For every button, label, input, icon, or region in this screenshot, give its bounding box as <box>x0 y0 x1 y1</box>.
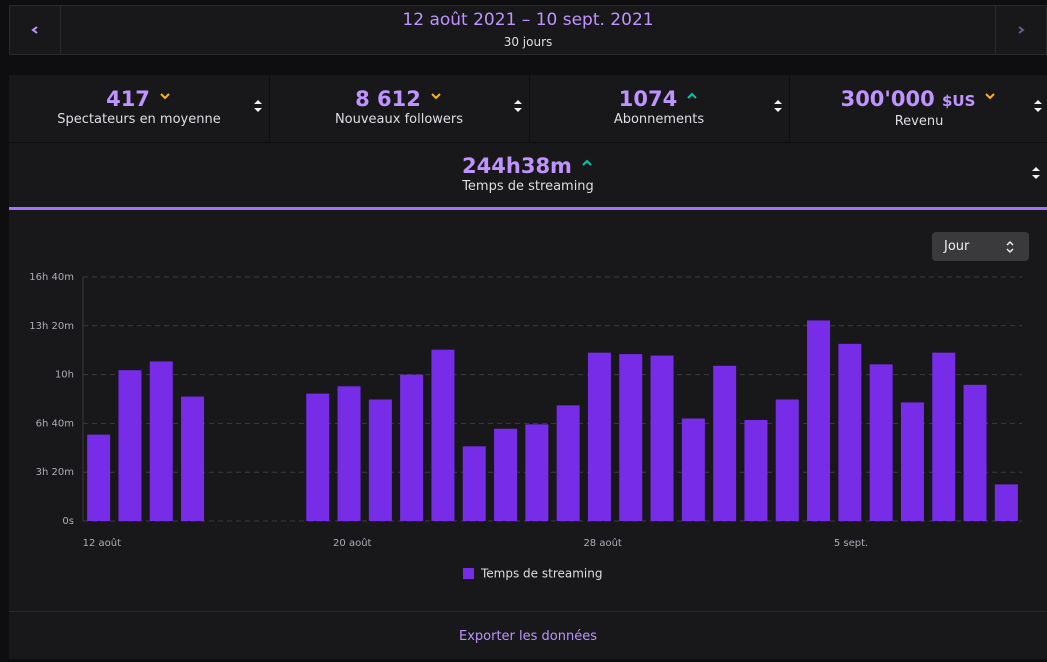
bar <box>587 352 611 521</box>
stat-number: 417 <box>106 87 150 111</box>
bar <box>932 352 956 521</box>
y-tick-label: 6h 40m <box>36 418 74 429</box>
bar <box>994 484 1018 521</box>
stat-label: Revenu <box>894 114 944 129</box>
y-tick-label: 3h 20m <box>36 467 74 478</box>
stat-number: 8 612 <box>355 87 421 111</box>
stat-label: Spectateurs en moyenne <box>57 112 221 127</box>
bar <box>869 364 893 521</box>
y-tick-label: 10h <box>55 370 74 381</box>
bar <box>963 384 987 521</box>
trend-arrow <box>431 93 441 100</box>
stat-value: 8 612 <box>269 86 529 112</box>
bar <box>556 405 580 521</box>
x-tick-label: 5 sept. <box>834 538 868 549</box>
bar <box>744 419 768 521</box>
trend-arrow <box>160 93 170 100</box>
y-tick-label: 13h 20m <box>29 321 74 332</box>
dropdown-label: Jour <box>944 239 970 254</box>
bar <box>431 349 455 521</box>
bar <box>650 355 674 521</box>
bar <box>713 365 737 521</box>
bar <box>900 402 924 521</box>
bar <box>462 446 486 521</box>
stat-number: 1074 <box>618 87 678 111</box>
arrow-shape <box>985 93 996 100</box>
sort-icon <box>254 100 262 112</box>
arrow-shape <box>160 93 170 100</box>
bar <box>525 424 549 521</box>
bar <box>181 396 205 521</box>
sort-icon <box>1032 167 1040 179</box>
stat-card[interactable]: 1074 Abonnements <box>529 75 790 143</box>
stat-card[interactable]: 8 612 Nouveaux followers <box>269 75 530 143</box>
sort-shape <box>774 100 782 112</box>
x-tick-label: 20 août <box>333 537 371 549</box>
y-tick-label: 0s <box>62 516 74 527</box>
stat-value: 244h38m <box>9 153 1047 179</box>
bar <box>149 361 173 521</box>
stat-number: 300'000 <box>840 87 935 111</box>
trend-arrow <box>582 159 592 166</box>
stat-value: 300'000 $US <box>789 86 1047 114</box>
stat-unit: $US <box>942 92 976 110</box>
stat-label: Temps de streaming <box>462 179 594 194</box>
bar <box>619 354 643 521</box>
bar <box>494 428 518 521</box>
sort-shape <box>1032 167 1040 179</box>
bar <box>87 434 111 521</box>
arrow-shape <box>582 159 592 166</box>
date-range: 12 août 2021 – 10 sept. 2021 <box>402 10 654 30</box>
arrow-shape <box>687 92 697 99</box>
bar <box>306 393 330 521</box>
date-subtitle: 30 jours <box>503 35 553 49</box>
sort-shape <box>1034 100 1042 112</box>
y-tick-label: 16h 40m <box>29 272 74 283</box>
bar <box>681 418 705 521</box>
trend-arrow <box>687 92 697 99</box>
sort-icon <box>1034 100 1042 112</box>
bar <box>400 374 424 521</box>
bar <box>368 399 392 521</box>
next-button[interactable] <box>995 6 1046 54</box>
bar <box>775 399 799 521</box>
stat-value: 1074 <box>529 86 789 112</box>
bar <box>838 343 862 521</box>
legend-label: Temps de streaming <box>480 567 602 581</box>
sort-icon <box>514 100 522 112</box>
export-link[interactable]: Exporter les données <box>9 611 1047 659</box>
stat-label: Abonnements <box>613 112 705 127</box>
x-tick-label: 28 août <box>583 537 621 549</box>
sort-shape <box>254 100 262 112</box>
stat-number: 244h38m <box>462 154 572 178</box>
bar <box>807 320 831 521</box>
prev-button[interactable] <box>10 6 61 54</box>
stat-value: 417 <box>9 86 269 112</box>
stat-card[interactable]: 300'000 $US Revenu <box>789 75 1047 143</box>
sort-icon <box>774 100 782 112</box>
active-indicator <box>9 207 1047 210</box>
bar <box>118 370 142 521</box>
trend-arrow <box>985 93 996 100</box>
bar <box>337 386 361 521</box>
x-tick-label: 12 août <box>83 537 121 549</box>
date-bar: 12 août 2021 – 10 sept. 2021 30 jours <box>9 5 1047 55</box>
sort-shape <box>514 100 522 112</box>
dropdown[interactable]: Jour <box>932 232 1029 261</box>
arrow-shape <box>431 93 441 100</box>
stat-label: Nouveaux followers <box>334 112 464 127</box>
stat-card[interactable]: 417 Spectateurs en moyenne <box>9 75 270 143</box>
legend-swatch <box>463 568 474 579</box>
